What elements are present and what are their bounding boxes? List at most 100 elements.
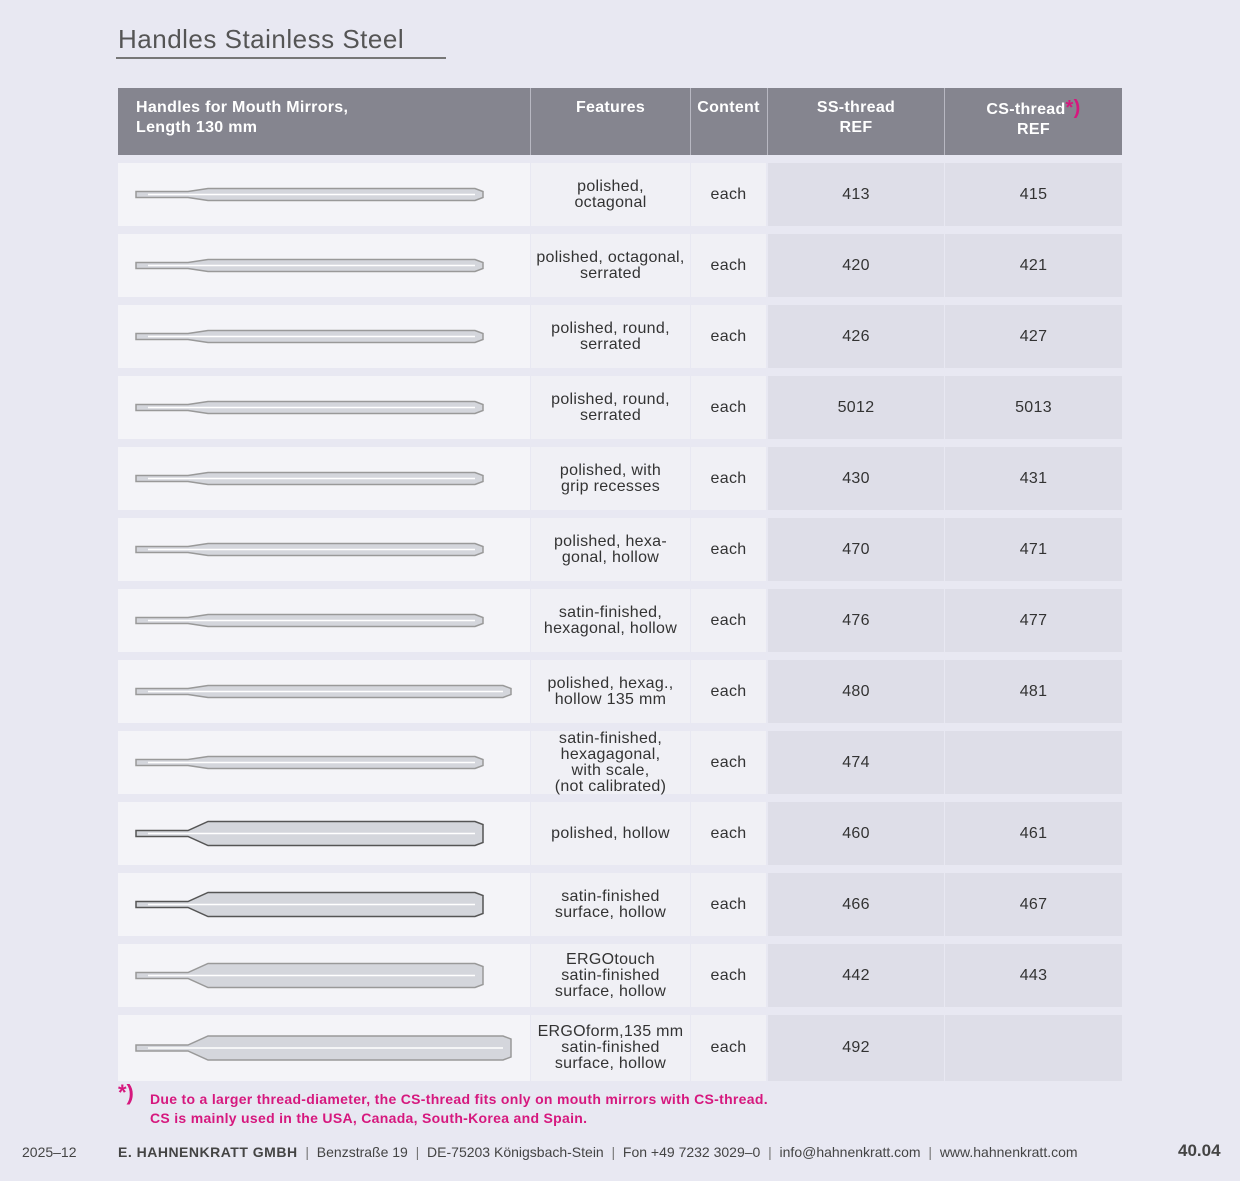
footer-separator: | xyxy=(603,1144,623,1160)
table-cell: each xyxy=(691,1015,766,1081)
product-image-cell xyxy=(118,731,530,794)
handle-image xyxy=(135,1035,512,1061)
table-cell: polished, hexag., hollow 135 mm xyxy=(531,660,690,723)
column-header: Handles for Mouth Mirrors, Length 130 mm xyxy=(136,99,349,136)
table-cell: each xyxy=(691,518,766,581)
handle-image xyxy=(135,684,512,699)
footer-date: 2025–12 xyxy=(22,1144,77,1160)
handle-image xyxy=(135,962,484,989)
table-cell: 415 xyxy=(945,163,1122,226)
table-cell: 426 xyxy=(768,305,944,368)
table-cell: each xyxy=(691,376,766,439)
handle-image xyxy=(135,471,484,486)
table-cell: each xyxy=(691,589,766,652)
table-cell xyxy=(945,731,1122,794)
footer-separator: | xyxy=(407,1144,428,1160)
footer-item: www.hahnenkratt.com xyxy=(939,1144,1078,1160)
handle-image xyxy=(135,755,484,770)
table-cell: 421 xyxy=(945,234,1122,297)
table-cell: each xyxy=(691,660,766,723)
column-divider xyxy=(944,88,945,155)
column-header: Features xyxy=(575,99,646,116)
handle-image xyxy=(135,400,484,415)
table-cell: polished, octagonal xyxy=(531,163,690,226)
product-image-cell xyxy=(118,944,530,1007)
product-image-cell xyxy=(118,305,530,368)
table-cell: 5012 xyxy=(768,376,944,439)
table-cell: 442 xyxy=(768,944,944,1007)
footer-item: Benzstraße 19 xyxy=(316,1144,408,1160)
table-cell: polished, hexa- gonal, hollow xyxy=(531,518,690,581)
footer-separator: | xyxy=(920,1144,940,1160)
table-cell: 443 xyxy=(945,944,1122,1007)
title-rule xyxy=(116,57,446,59)
handle-image xyxy=(135,187,484,202)
column-header-sub: REF xyxy=(1017,121,1050,138)
table-cell: 431 xyxy=(945,447,1122,510)
product-image-cell xyxy=(118,163,530,226)
footnote-line: CS is mainly used in the USA, Canada, So… xyxy=(150,1110,588,1126)
column-header-text: CS-thread*) REF xyxy=(986,98,1080,140)
table-cell: 476 xyxy=(768,589,944,652)
footer-item: DE-75203 Königsbach-Stein xyxy=(427,1144,604,1160)
footer-separator: | xyxy=(760,1144,780,1160)
table-cell: 471 xyxy=(945,518,1122,581)
handle-image xyxy=(135,258,484,273)
handle-image xyxy=(135,613,484,628)
column-header-mark: *) xyxy=(1065,97,1081,119)
footer-item: Fon +49 7232 3029–0 xyxy=(622,1144,761,1160)
product-image-cell xyxy=(118,660,530,723)
table-cell: satin-finished, hexagonal, hollow xyxy=(531,589,690,652)
table-cell: polished, round, serrated xyxy=(531,376,690,439)
product-image-cell xyxy=(118,234,530,297)
table-cell: ERGOform,135 mm satin-finished surface, … xyxy=(531,1015,690,1081)
table-cell: each xyxy=(691,447,766,510)
footer-separator: | xyxy=(297,1144,317,1160)
column-header-label: CS-thread xyxy=(986,101,1066,118)
handle-image xyxy=(135,891,484,918)
table-cell: each xyxy=(691,802,766,865)
footer-company: E. HAHNENKRATT GMBH xyxy=(118,1144,298,1160)
table-cell: 460 xyxy=(768,802,944,865)
page-title: Handles Stainless Steel xyxy=(118,24,405,54)
column-divider xyxy=(530,88,531,155)
product-image-cell xyxy=(118,518,530,581)
table-cell: 474 xyxy=(768,731,944,794)
product-image-cell xyxy=(118,873,530,936)
table-cell: 480 xyxy=(768,660,944,723)
table-cell: each xyxy=(691,234,766,297)
table-cell: 477 xyxy=(945,589,1122,652)
product-image-cell xyxy=(118,447,530,510)
product-image-cell xyxy=(118,589,530,652)
footer: E. HAHNENKRATT GMBH | Benzstraße 19 | DE… xyxy=(118,1144,1078,1160)
table-cell: polished, round, serrated xyxy=(531,305,690,368)
table-cell: 467 xyxy=(945,873,1122,936)
table-cell: each xyxy=(691,163,766,226)
table-cell: 461 xyxy=(945,802,1122,865)
column-divider xyxy=(690,88,691,155)
table-header xyxy=(118,88,1122,155)
table-cell: 420 xyxy=(768,234,944,297)
footer-item: info@hahnenkratt.com xyxy=(779,1144,921,1160)
table-cell xyxy=(945,1015,1122,1081)
table-cell: polished, hollow xyxy=(531,802,690,865)
table-cell: each xyxy=(691,944,766,1007)
column-divider xyxy=(767,88,768,155)
page-number: 40.04 xyxy=(1178,1141,1221,1160)
handle-image xyxy=(135,542,484,557)
column-header: CS-thread*) REF xyxy=(945,88,1122,155)
footnote-mark: *) xyxy=(118,1080,134,1105)
table-cell: polished, octagonal, serrated xyxy=(531,234,690,297)
footnote-line: Due to a larger thread-diameter, the CS-… xyxy=(150,1091,768,1107)
table-cell: 481 xyxy=(945,660,1122,723)
product-image-cell xyxy=(118,376,530,439)
table-cell: satin-finished surface, hollow xyxy=(531,873,690,936)
handle-image xyxy=(135,820,484,847)
product-image-cell xyxy=(118,802,530,865)
column-header: Content xyxy=(697,99,760,116)
product-image-cell xyxy=(118,1015,530,1081)
table-cell: each xyxy=(691,873,766,936)
table-cell: 427 xyxy=(945,305,1122,368)
table-cell: ERGOtouch satin-finished surface, hollow xyxy=(531,944,690,1007)
